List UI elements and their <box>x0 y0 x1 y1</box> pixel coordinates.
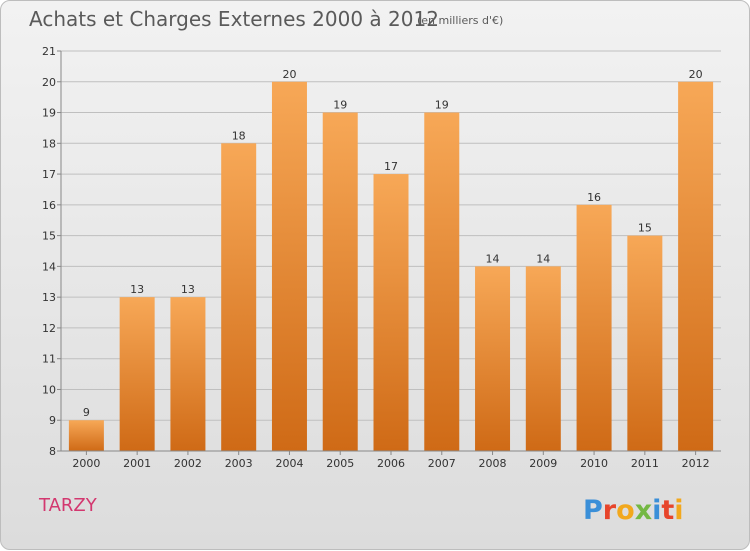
data-label-2007: 19 <box>435 99 449 112</box>
x-tick-label: 2002 <box>174 457 202 470</box>
proxiti-logo: Proxiti <box>581 491 696 535</box>
svg-text:Proxiti: Proxiti <box>583 495 684 526</box>
data-label-2012: 20 <box>689 68 703 81</box>
x-tick-label: 2003 <box>225 457 253 470</box>
bars-layer: 9 13 13 18 20 19 17 19 14 14 16 15 20 <box>68 68 714 452</box>
y-tick-label: 9 <box>49 414 56 427</box>
bar-2008 <box>475 266 511 451</box>
bar-2004 <box>271 81 307 452</box>
data-label-2004: 20 <box>282 68 296 81</box>
data-label-2011: 15 <box>638 222 652 235</box>
data-label-2003: 18 <box>232 129 246 142</box>
y-tick-label: 10 <box>42 383 56 396</box>
x-tick-label: 2000 <box>72 457 100 470</box>
data-label-2008: 14 <box>486 252 500 265</box>
data-label-2010: 16 <box>587 191 601 204</box>
y-tick-label: 20 <box>42 76 56 89</box>
y-tick-label: 16 <box>42 199 56 212</box>
x-tick-label: 2004 <box>275 457 303 470</box>
x-tick-label: 2008 <box>479 457 507 470</box>
bar-2010 <box>576 204 612 451</box>
bar-2003 <box>221 143 257 452</box>
y-tick-label: 14 <box>42 260 56 273</box>
y-tick-label: 11 <box>42 353 56 366</box>
chart-subtitle: (en milliers d'€) <box>417 14 504 27</box>
x-tick-label: 2005 <box>326 457 354 470</box>
x-tick-label: 2010 <box>580 457 608 470</box>
data-label-2002: 13 <box>181 283 195 296</box>
y-tick-label: 17 <box>42 168 56 181</box>
bar-2002 <box>170 297 206 451</box>
bar-2007 <box>424 112 460 452</box>
bar-2001 <box>119 297 155 451</box>
y-tick-label: 8 <box>49 445 56 458</box>
x-tick-label: 2011 <box>631 457 659 470</box>
data-label-2006: 17 <box>384 160 398 173</box>
x-tick-label: 2012 <box>682 457 710 470</box>
y-tick-label: 18 <box>42 137 56 150</box>
x-tick-label: 2001 <box>123 457 151 470</box>
data-label-2001: 13 <box>130 283 144 296</box>
bar-2006 <box>373 174 409 452</box>
y-tick-label: 19 <box>42 107 56 120</box>
commune-name: TARZY <box>39 495 97 516</box>
y-tick-label: 12 <box>42 322 56 335</box>
bar-2005 <box>322 112 358 452</box>
bar-2012 <box>678 81 714 452</box>
y-tick-label: 13 <box>42 291 56 304</box>
x-tick-label: 2009 <box>529 457 557 470</box>
bar-2009 <box>525 266 561 451</box>
bar-2011 <box>627 235 663 451</box>
x-tick-label: 2006 <box>377 457 405 470</box>
y-tick-label: 21 <box>42 45 56 58</box>
data-label-2005: 19 <box>333 99 347 112</box>
data-label-2009: 14 <box>536 252 550 265</box>
x-tick-label: 2007 <box>428 457 456 470</box>
y-tick-label: 15 <box>42 230 56 243</box>
data-label-2000: 9 <box>83 406 90 419</box>
axis-layer: 8 9 10 11 12 13 14 15 16 17 18 19 20 21 2000 2001 2002 20… <box>42 45 721 470</box>
chart-title: Achats et Charges Externes 2000 à 2012 <box>29 7 439 31</box>
bar-2000 <box>68 420 104 451</box>
